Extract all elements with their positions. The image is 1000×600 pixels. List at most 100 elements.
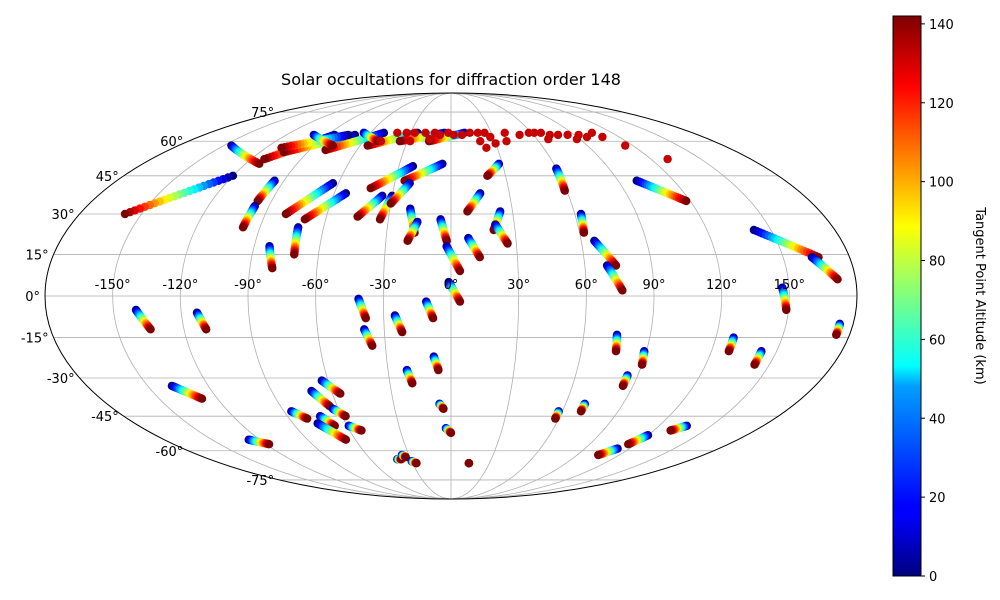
track-point <box>833 275 842 284</box>
lon-tick-label: 150° <box>774 278 805 293</box>
occultation-track <box>491 220 512 248</box>
lon-tick-label: 30° <box>507 278 530 293</box>
lon-tick-label: 90° <box>642 278 665 293</box>
chart-title: Solar occultations for diffraction order… <box>281 70 621 89</box>
occultation-track <box>435 399 448 413</box>
occultation-track <box>253 176 279 206</box>
occultation-track <box>464 459 474 468</box>
occultation-track <box>238 201 259 232</box>
track-point <box>197 394 207 403</box>
colorbar-tick-label: 80 <box>929 255 946 270</box>
occultation-track <box>594 444 622 460</box>
high-altitude-point <box>465 128 474 137</box>
track-point <box>366 184 375 193</box>
occultation-track <box>576 399 589 416</box>
colorbar-tick-label: 120 <box>929 97 954 112</box>
occultation-track <box>552 164 569 195</box>
track-point <box>412 459 421 468</box>
track-point <box>579 228 589 237</box>
colorbar-tick-label: 100 <box>929 176 954 191</box>
high-altitude-point <box>402 128 411 137</box>
high-altitude-point <box>425 134 434 144</box>
occultation-track <box>353 191 387 221</box>
occultation-track <box>724 333 738 356</box>
high-altitude-point <box>572 134 582 144</box>
occultation-track <box>120 171 238 219</box>
track-point <box>782 305 791 315</box>
colorbar-tick-label: 140 <box>929 18 954 33</box>
lat-tick-label: -75° <box>246 474 274 489</box>
track-point <box>464 459 474 468</box>
track-point <box>255 159 264 168</box>
occultation-track <box>807 253 842 284</box>
occultation-track <box>227 141 264 168</box>
high-altitude-point <box>482 143 491 152</box>
occultation-track <box>551 407 563 423</box>
lon-tick-label: -150° <box>95 278 131 293</box>
high-altitude-point <box>598 132 607 142</box>
lon-tick-label: 120° <box>706 278 737 293</box>
high-altitude-point <box>457 130 467 140</box>
high-altitude-point <box>663 154 672 164</box>
track-point <box>202 325 211 334</box>
track-point <box>363 141 372 150</box>
high-altitude-point <box>405 137 415 146</box>
track-point <box>428 314 438 323</box>
occultation-track <box>750 347 766 369</box>
lon-tick-label: -90° <box>234 278 262 293</box>
track-point <box>401 452 410 462</box>
occultation-track <box>315 412 339 430</box>
high-altitude-point <box>435 130 445 140</box>
occultation-track <box>618 371 632 391</box>
occultation-track <box>624 431 653 449</box>
track-point <box>303 414 312 423</box>
occultation-track <box>778 283 791 315</box>
track-point <box>290 250 299 259</box>
track-point <box>361 314 370 323</box>
track-point <box>341 435 351 444</box>
track-point <box>832 330 841 339</box>
lat-tick-label: -30° <box>47 372 75 387</box>
occultation-track <box>463 189 485 216</box>
track-point <box>321 145 330 155</box>
high-altitude-point <box>621 141 630 150</box>
high-altitude-point <box>530 128 539 137</box>
track-point <box>336 389 345 398</box>
occultation-track <box>265 242 277 273</box>
occultation-track <box>576 209 589 237</box>
track-point <box>750 360 759 369</box>
occultation-track <box>366 162 418 193</box>
occultation-track <box>632 176 691 206</box>
track-point <box>386 199 395 208</box>
high-altitude-point <box>491 139 500 148</box>
occultation-track <box>429 352 443 375</box>
occultation-track <box>442 242 465 276</box>
track-point <box>268 264 277 273</box>
track-point <box>264 440 274 449</box>
track-point <box>281 209 291 219</box>
track-point <box>408 379 417 388</box>
high-altitude-point <box>410 128 419 137</box>
track-point <box>277 143 286 152</box>
occultation-track <box>287 407 312 423</box>
occultation-track <box>397 450 410 462</box>
track-point <box>618 381 628 391</box>
track-point <box>483 171 492 180</box>
track-point <box>618 286 627 295</box>
track-point <box>300 215 309 224</box>
occultation-track <box>192 308 211 334</box>
latitude-tick-labels: 75° 60° 45° 30° 15° 0° -15° -30° -45° -60° -75° <box>21 106 274 489</box>
high-altitude-point <box>376 137 386 146</box>
high-altitude-point <box>515 130 524 140</box>
high-altitude-point <box>500 128 509 137</box>
lat-tick-label: 75° <box>251 106 274 121</box>
occultation-track <box>403 217 422 245</box>
occultation-track <box>436 215 451 245</box>
track-point <box>463 207 472 216</box>
track-point <box>560 186 569 195</box>
track-point <box>398 327 407 337</box>
track-point <box>611 261 621 270</box>
occultation-track <box>390 311 407 337</box>
